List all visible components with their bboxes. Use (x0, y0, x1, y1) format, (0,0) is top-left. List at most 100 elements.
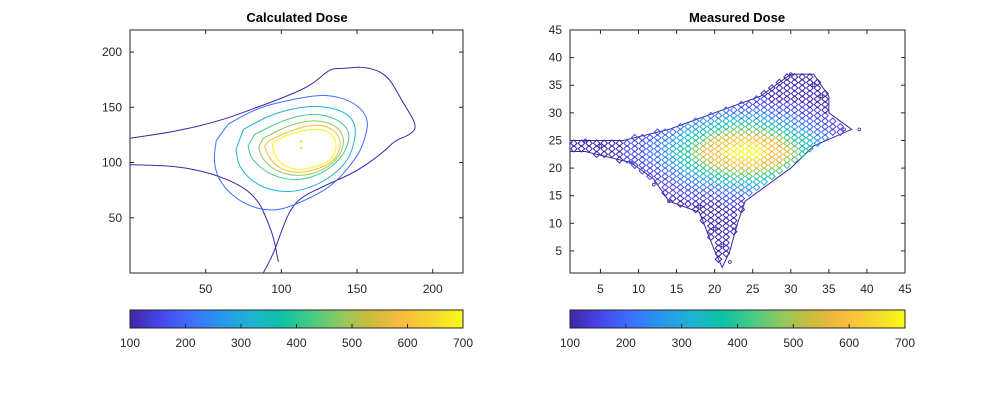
contour-diamond (714, 183, 723, 192)
contour-diamond (691, 194, 700, 203)
contour-diamond (737, 177, 746, 186)
contour-diamond (722, 216, 730, 225)
plot-panel-1: Calculated Dose 50 100 150 200 50 100 150 200 100… (102, 10, 473, 350)
contour-diamond (737, 194, 746, 203)
contour-diamond (760, 155, 769, 164)
contour-diamond (668, 150, 677, 159)
x-tick-label: 200 (423, 282, 443, 296)
contour-diamond (706, 128, 715, 137)
contour-diamond (783, 78, 791, 87)
contour-diamond (714, 211, 723, 219)
contour-diamond (790, 128, 799, 137)
contour-diamond (722, 222, 730, 230)
contour-diamond (714, 139, 723, 148)
contour-diamond (714, 216, 723, 225)
contour-speck (728, 260, 732, 264)
contour-speck (842, 127, 846, 132)
contour-diamond (706, 200, 715, 208)
contour-diamond (722, 227, 730, 236)
contour-diamond (699, 150, 708, 159)
contour-diamond (722, 200, 730, 208)
contour-diamond (661, 133, 670, 142)
colorbar-tick-label: 200 (616, 336, 636, 350)
contour-diamond (783, 106, 791, 114)
contour-diamond (630, 144, 639, 153)
contour-diamond (798, 73, 807, 81)
contour-diamond (722, 177, 730, 186)
contour-diamond (676, 183, 685, 192)
x-tick-label: 5 (597, 282, 604, 296)
contour-diamond (783, 122, 791, 131)
contour-diamond (722, 111, 730, 120)
contour-diamond (676, 133, 685, 142)
contour-line-100 (130, 164, 279, 263)
contour-diamond (646, 144, 654, 153)
contour-diamond (699, 166, 708, 175)
contour-diamond (706, 150, 715, 159)
contour-diamond (630, 133, 639, 142)
contour-diamond (783, 111, 791, 120)
contour-diamond (714, 166, 723, 175)
contour-diamond (813, 106, 822, 114)
contour-diamond (798, 150, 807, 159)
contour-diamond (775, 161, 784, 170)
contour-diamond (775, 128, 784, 137)
contour-diamond (714, 133, 723, 142)
contour-diamond (684, 194, 692, 203)
contour-diamond (775, 139, 784, 148)
contour-diamond (585, 139, 593, 148)
contour-diamond (668, 128, 677, 137)
axes-box (129, 29, 464, 274)
contour-diamond (745, 183, 753, 192)
contour-diamond (790, 95, 799, 103)
contour-diamond (760, 95, 769, 103)
contour-diamond (737, 133, 746, 142)
contour-diamond (783, 73, 791, 81)
contour-diamond (729, 177, 738, 186)
contour-diamond (699, 200, 708, 208)
contour-diamond (737, 128, 746, 137)
contour-diamond (760, 139, 769, 148)
contour-diamond (767, 84, 776, 92)
y-tick-label: 45 (549, 23, 563, 37)
contour-diamond (714, 249, 723, 258)
contour-diamond (737, 100, 746, 109)
contour-diamond (706, 166, 715, 175)
contour-diamond (722, 122, 730, 131)
contour-diamond (798, 133, 807, 142)
y-tick-label: 100 (102, 156, 122, 170)
x-tick-label: 25 (746, 282, 760, 296)
contour-diamond (615, 150, 624, 159)
contour-diamond (821, 122, 829, 131)
contour-diamond (745, 100, 753, 109)
contour-diamond (745, 189, 753, 197)
contour-diamond (714, 194, 723, 203)
contour-diamond (706, 139, 715, 148)
peak-mark (299, 146, 303, 150)
contour-diamond (722, 161, 730, 170)
contour-diamond (790, 150, 799, 159)
contour-diamond (798, 95, 807, 103)
contour-diamond (805, 89, 814, 98)
contour-diamond (722, 205, 730, 214)
contour-diamond (646, 133, 654, 142)
contour-diamond (592, 139, 601, 148)
contour-diamond (783, 155, 791, 164)
contour-speck (667, 199, 671, 204)
x-tick-label: 35 (822, 282, 836, 296)
contour-diamond (775, 166, 784, 175)
y-tick-label: 10 (549, 216, 563, 230)
contour-diamond (722, 155, 730, 164)
contour-diamond (813, 95, 822, 103)
contour-diamond (729, 227, 738, 236)
y-tick-label: 150 (102, 100, 122, 114)
contour-diamond (783, 139, 791, 148)
contour-diamond (653, 144, 662, 153)
contour-diamond (706, 205, 715, 214)
contour-diamond (737, 183, 746, 192)
contour-diamond (630, 155, 639, 164)
contour-diamond (691, 155, 700, 164)
contour-diamond (722, 172, 730, 181)
contour-diamond (722, 233, 730, 242)
